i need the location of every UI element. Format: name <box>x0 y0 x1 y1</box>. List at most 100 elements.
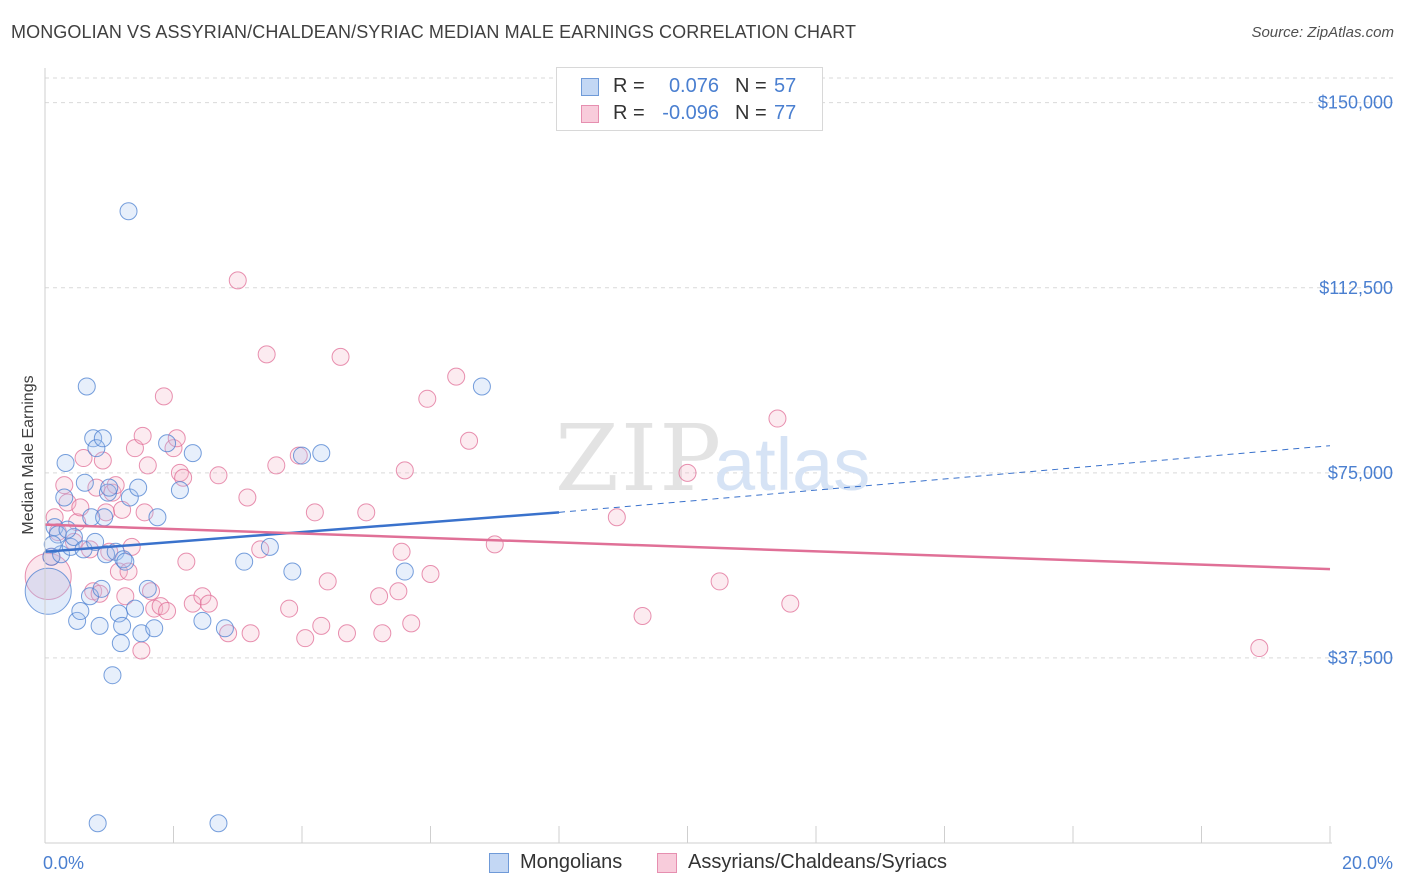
assyrian-point <box>318 572 337 591</box>
assyrian-point <box>392 542 411 561</box>
correlation-legend: R = 0.076 N = 57 R = -0.096 N = 77 <box>556 67 823 131</box>
legend-label-mongolians: Mongolians <box>520 851 623 873</box>
assyrian-point <box>633 606 652 625</box>
assyrian-point <box>87 478 106 497</box>
mongolian-point <box>77 377 96 396</box>
assyrian-point <box>154 387 173 406</box>
assyrian-point <box>331 347 350 366</box>
mongolian-point <box>114 550 133 569</box>
assyrian-point <box>395 461 414 480</box>
mongolian-point <box>145 619 164 638</box>
assyrian-point <box>183 594 202 613</box>
assyrian-point <box>296 629 315 648</box>
mongolian-point <box>260 537 279 556</box>
legend-n-label: N = <box>735 102 767 124</box>
mongolian-point <box>111 634 130 653</box>
watermark: ZIP atlas <box>555 405 870 512</box>
assyrian-point <box>267 456 286 475</box>
mongolian-point <box>95 508 114 527</box>
assyrian-point <box>158 602 177 621</box>
mongolian-point <box>103 666 122 685</box>
assyrian-point <box>132 641 151 660</box>
mongolian-point <box>84 429 103 448</box>
legend-row-mongolians: R = 0.076 N = 57 <box>557 73 822 101</box>
assyrian-point <box>74 449 93 468</box>
mongolian-point <box>183 444 202 463</box>
mongolian-point <box>86 532 105 551</box>
assyrian-point <box>1250 639 1269 658</box>
assyrian-point <box>312 616 331 635</box>
legend-n-label: N = <box>735 75 767 97</box>
mongolian-point <box>90 616 109 635</box>
mongolian-point <box>113 616 132 635</box>
y-tick-label: $37,500 <box>1328 648 1393 668</box>
assyrian-point <box>485 535 504 554</box>
assyrian-point <box>257 345 276 364</box>
assyrian-point <box>447 367 466 386</box>
svg-text:ZIP: ZIP <box>555 405 723 512</box>
mongolian-point <box>24 567 72 615</box>
mongolian-point <box>395 562 414 581</box>
mongolian-point <box>193 611 212 630</box>
mongolian-point <box>170 481 189 500</box>
mongolian-point <box>158 434 177 453</box>
x-tick-label-max: 20.0% <box>1342 853 1393 873</box>
assyrian-point <box>280 599 299 618</box>
assyrian-point <box>305 503 324 522</box>
mongolian-point <box>129 478 148 497</box>
axes: $37,500 $75,000 $112,500 $150,000 0.0% 20.0% <box>43 68 1393 873</box>
mongolian-point <box>125 599 144 618</box>
mongolian-point <box>64 528 83 546</box>
mongolian-point <box>87 439 106 458</box>
assyrian-point <box>193 587 212 606</box>
assyrian-point <box>402 614 421 633</box>
mongolian-point <box>215 619 234 638</box>
mongolian-point <box>283 562 302 581</box>
legend-swatch-pink <box>581 105 599 123</box>
assyrian-point <box>421 565 440 584</box>
assyrian-point <box>607 508 626 527</box>
mongolian-point <box>92 579 111 598</box>
mongolian-point <box>100 478 119 497</box>
assyrian-point <box>418 389 437 408</box>
mongolian-point <box>55 488 74 507</box>
x-tick-label-min: 0.0% <box>43 853 84 873</box>
assyrian-trend-line <box>44 523 1331 571</box>
mongolian-point <box>71 602 90 621</box>
mongolian-point <box>116 552 135 571</box>
y-tick-label: $150,000 <box>1318 93 1393 113</box>
mongolian-point <box>119 202 138 221</box>
mongolian-trend-line <box>44 511 560 554</box>
assyrian-point <box>241 624 260 643</box>
chart-title: MONGOLIAN VS ASSYRIAN/CHALDEAN/SYRIAC ME… <box>11 22 857 42</box>
legend-swatch-blue <box>581 78 599 96</box>
assyrian-point <box>238 488 257 507</box>
trend-lines <box>44 445 1331 571</box>
mongolian-point <box>312 444 331 463</box>
legend-swatch-pink <box>657 853 677 873</box>
legend-r-value: -0.096 <box>662 102 719 124</box>
legend-row-assyrians: R = -0.096 N = 77 <box>557 100 822 128</box>
assyrian-point <box>199 594 218 613</box>
mongolian-point <box>88 814 107 833</box>
assyrian-point <box>370 587 389 606</box>
mongolian-point <box>93 429 112 448</box>
legend-n-value: 57 <box>774 75 797 97</box>
mongolian-point <box>472 377 491 396</box>
assyrian-point <box>460 431 479 450</box>
assyrian-point <box>55 476 74 495</box>
assyrian-point <box>373 624 392 643</box>
assyrian-point <box>389 582 408 601</box>
y-tick-label: $112,500 <box>1319 278 1393 298</box>
legend-label-assyrians: Assyrians/Chaldeans/Syriacs <box>688 851 947 873</box>
mongolian-point <box>68 611 87 630</box>
mongolian-point <box>293 446 311 465</box>
mongolian-point <box>138 579 157 598</box>
mongolian-point <box>58 520 77 539</box>
assyrian-point <box>24 552 72 600</box>
y-axis-label: Median Male Earnings <box>20 375 37 534</box>
y-tick-label: $75,000 <box>1328 463 1393 483</box>
legend-r-label: R = <box>613 75 645 97</box>
legend-n-value: 77 <box>774 102 797 124</box>
